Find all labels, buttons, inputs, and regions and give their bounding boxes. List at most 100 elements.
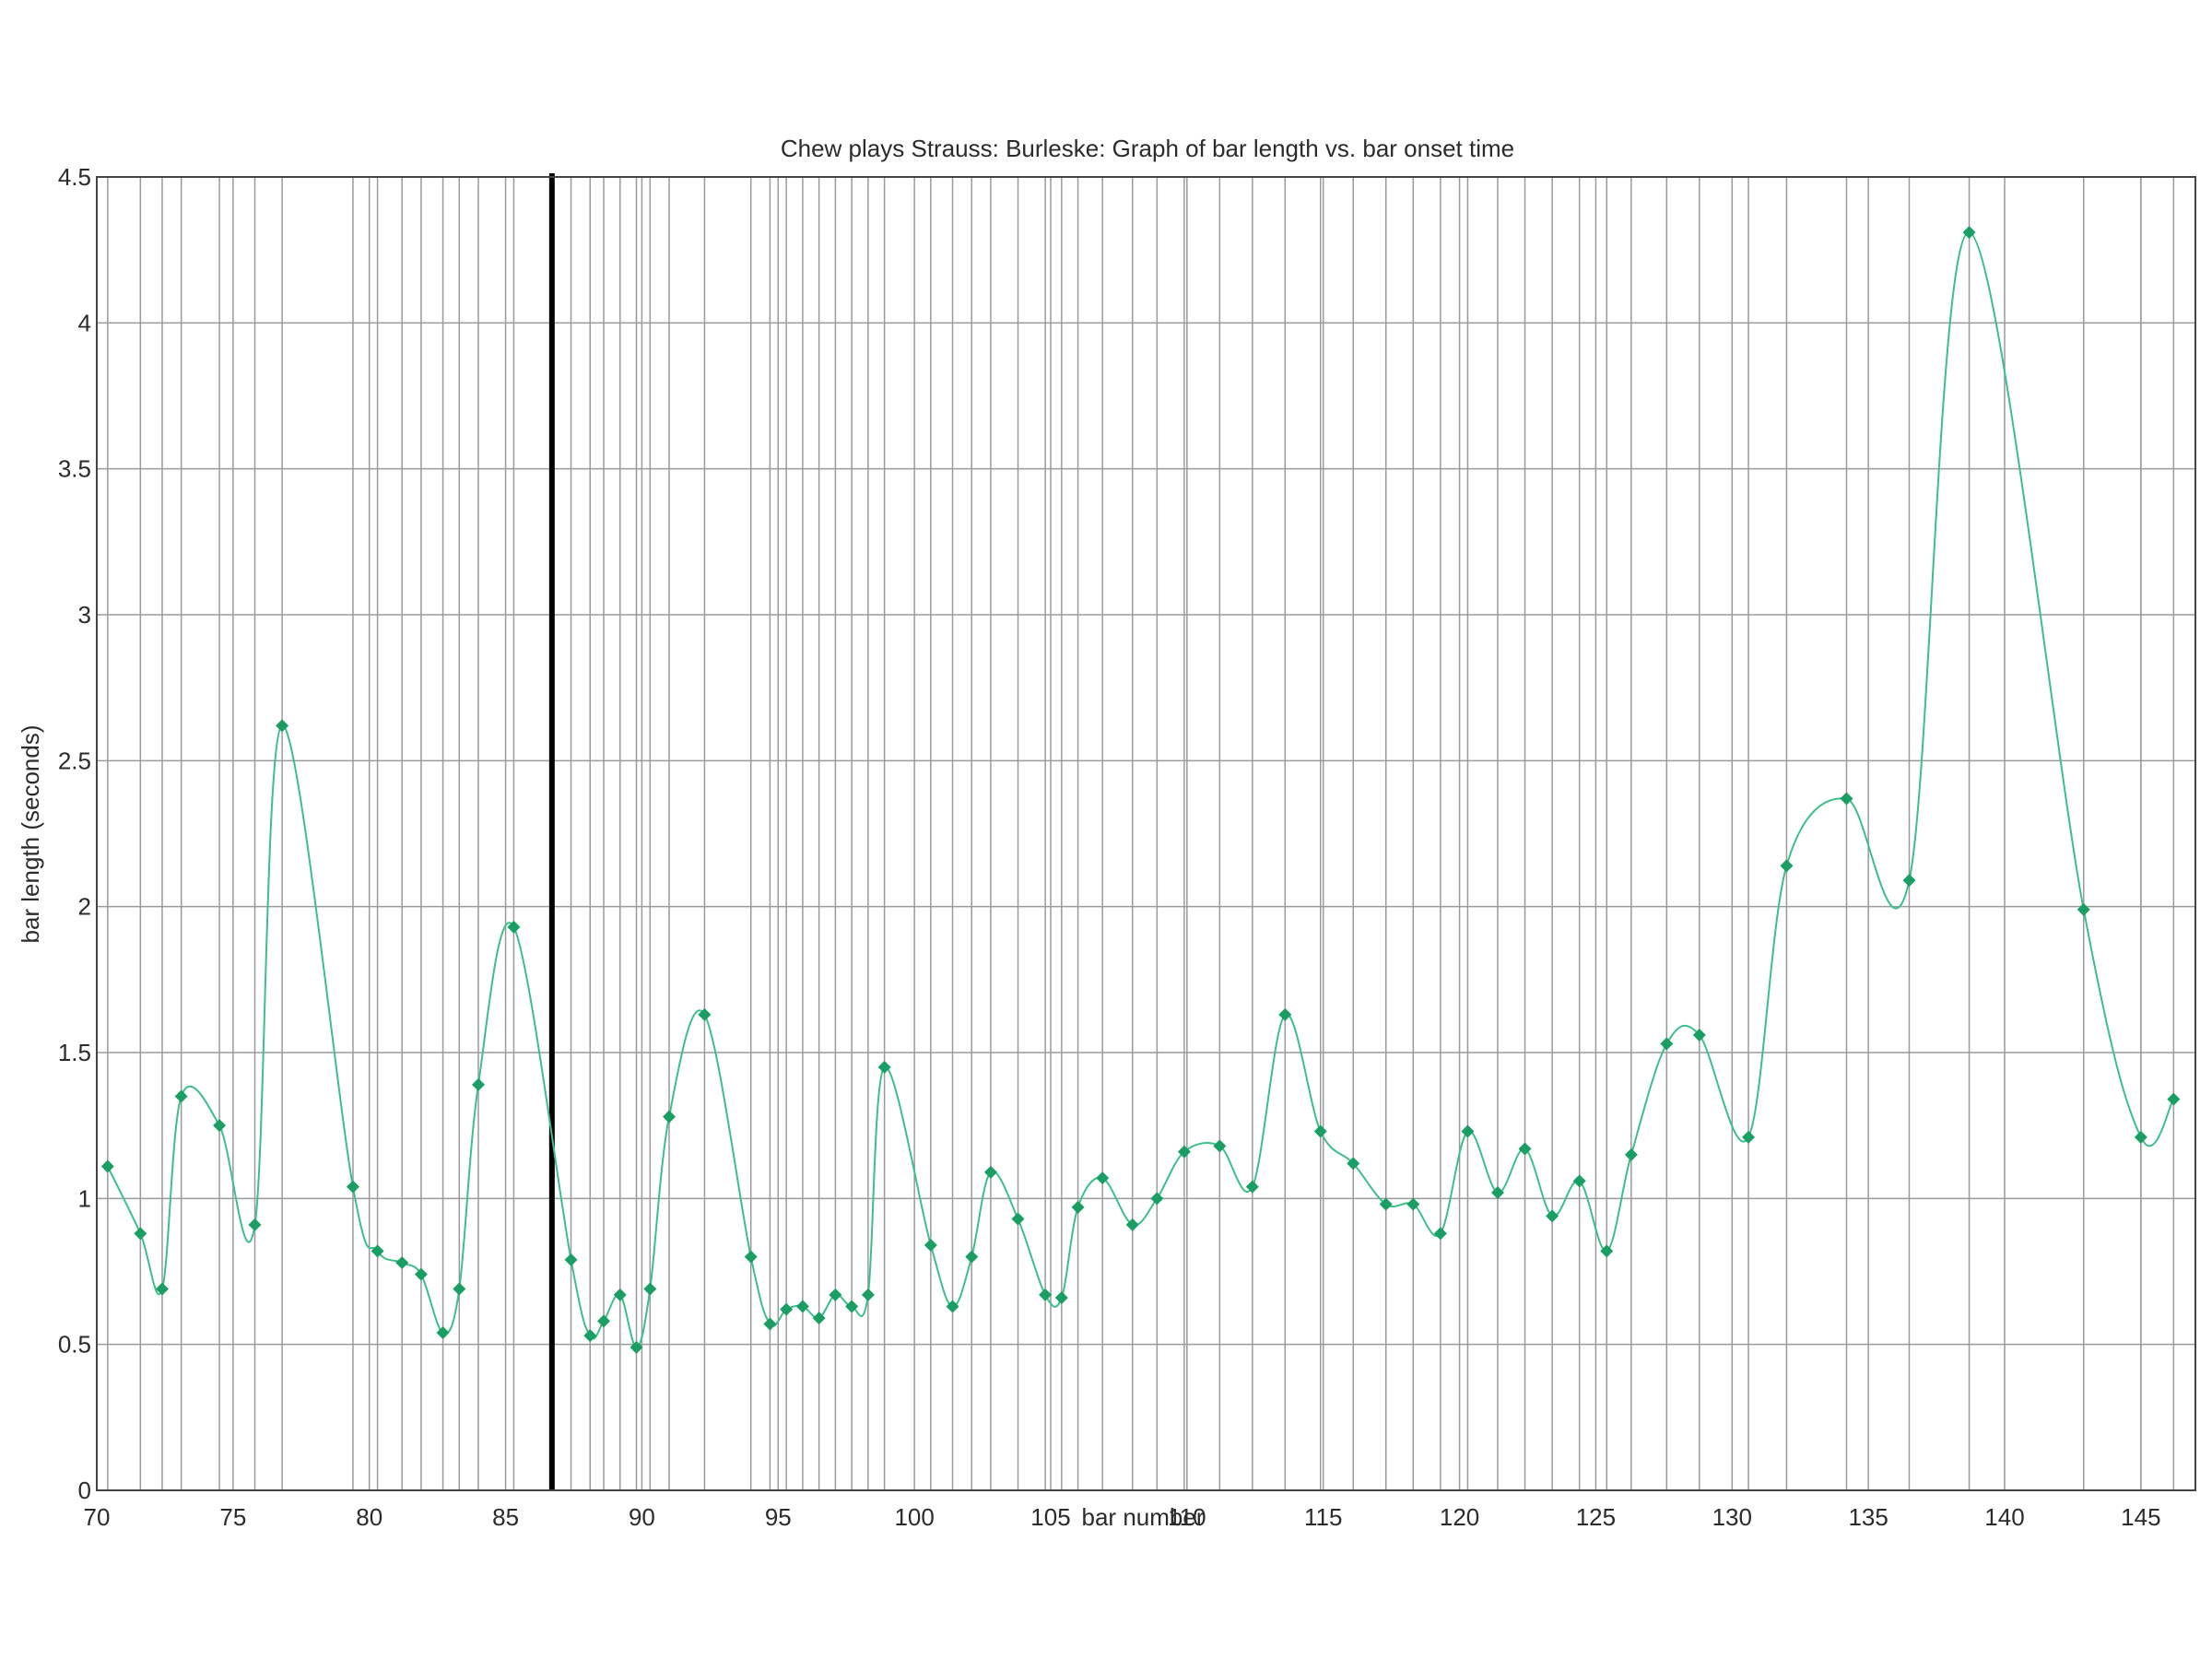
data-point (213, 1119, 227, 1133)
x-tick-label: 75 (219, 1503, 246, 1531)
x-tick-label: 120 (1440, 1503, 1479, 1531)
data-point (1039, 1288, 1053, 1301)
data-point (1902, 874, 1916, 888)
data-point (436, 1326, 450, 1339)
data-point (795, 1300, 809, 1313)
y-axis-label: bar length (seconds) (17, 724, 44, 943)
data-point (946, 1300, 959, 1313)
y-tick-label: 3.5 (58, 455, 91, 483)
x-tick-label: 105 (1030, 1503, 1070, 1531)
data-point (1742, 1130, 1756, 1144)
data-point (1054, 1291, 1068, 1304)
y-tick-label: 4.5 (58, 163, 91, 191)
x-axis-label: bar number (1082, 1503, 1205, 1531)
data-point (1011, 1212, 1025, 1226)
data-point (155, 1282, 169, 1296)
data-point (1150, 1192, 1164, 1206)
data-point (507, 920, 521, 934)
data-point (924, 1239, 937, 1252)
data-point (248, 1218, 262, 1231)
y-tick-label: 3 (78, 601, 91, 629)
data-point (1213, 1139, 1227, 1153)
data-point (1692, 1029, 1706, 1041)
data-point (174, 1089, 188, 1103)
data-point (965, 1250, 979, 1264)
data-point (1518, 1142, 1532, 1156)
x-tick-label: 145 (2121, 1503, 2160, 1531)
data-point (371, 1244, 384, 1258)
chart-title: Chew plays Strauss: Burleske: Graph of b… (781, 135, 1514, 162)
data-point (877, 1060, 891, 1074)
x-tick-label: 80 (356, 1503, 382, 1531)
data-point (1245, 1180, 1259, 1194)
x-tick-label: 140 (1984, 1503, 2024, 1531)
data-point (744, 1250, 758, 1264)
data-point (629, 1340, 643, 1354)
data-point (453, 1282, 466, 1296)
x-tick-label: 95 (765, 1503, 792, 1531)
x-tick-label: 110 (1168, 1503, 1206, 1531)
x-tick-label: 90 (629, 1503, 655, 1531)
data-point (583, 1329, 597, 1343)
data-point (134, 1227, 147, 1241)
data-point (1379, 1197, 1393, 1211)
data-point (1125, 1218, 1139, 1231)
data-point (597, 1314, 611, 1328)
data-point (1071, 1200, 1085, 1214)
data-point (2077, 902, 2090, 916)
x-axis-ticks: 70 75 80 85 90 95 100 105 110 115 120 125 130 135 140 1… (84, 1503, 2161, 1531)
data-point (1096, 1171, 1110, 1185)
data-point (763, 1317, 777, 1331)
data-point (663, 1110, 676, 1124)
data-point (1962, 226, 1976, 240)
data-point (613, 1288, 627, 1301)
data-point (829, 1288, 842, 1301)
plot-frame (96, 176, 2196, 1491)
y-axis-ticks: 0 0.5 1 1.5 2 2.5 3 3.5 4 4.5 (58, 163, 91, 1504)
grid (96, 176, 2195, 1491)
data-point (983, 1165, 997, 1179)
data-point (1546, 1209, 1559, 1223)
data-point (1461, 1124, 1475, 1138)
x-tick-label: 125 (1576, 1503, 1616, 1531)
data-point (1177, 1145, 1191, 1159)
y-tick-label: 2 (78, 893, 91, 921)
x-tick-label: 135 (1848, 1503, 1888, 1531)
y-tick-label: 4 (78, 309, 91, 336)
y-tick-label: 1 (78, 1184, 91, 1212)
y-tick-label: 1.5 (58, 1039, 91, 1066)
x-tick-label: 70 (84, 1503, 111, 1531)
data-point (780, 1302, 794, 1316)
data-point (346, 1180, 359, 1194)
y-tick-label: 2.5 (58, 747, 91, 774)
data-point (643, 1282, 657, 1296)
data-point (414, 1267, 428, 1281)
data-point (472, 1077, 485, 1091)
data-point (861, 1288, 875, 1301)
data-point (2167, 1092, 2181, 1106)
data-point (1660, 1037, 1674, 1051)
data-point (1313, 1124, 1327, 1138)
data-point (1572, 1174, 1586, 1188)
data-point (1433, 1227, 1447, 1241)
data-point (845, 1300, 859, 1313)
y-tick-label: 0.5 (58, 1331, 91, 1359)
data-point (564, 1253, 578, 1266)
x-tick-label: 130 (1712, 1503, 1752, 1531)
data-point (100, 1159, 114, 1173)
data-point (1406, 1197, 1420, 1211)
y-tick-label: 0 (78, 1477, 91, 1504)
data-point (1780, 859, 1794, 873)
data-point (1490, 1186, 1504, 1199)
data-point (395, 1256, 409, 1269)
data-point (812, 1312, 826, 1325)
data-point (1347, 1157, 1360, 1171)
data-point (276, 719, 289, 733)
data-point (698, 1007, 712, 1021)
marker-layer (100, 226, 2181, 1354)
data-point (2134, 1130, 2147, 1144)
data-point (1600, 1244, 1614, 1258)
data-point (1624, 1147, 1638, 1161)
data-point (1278, 1007, 1292, 1021)
